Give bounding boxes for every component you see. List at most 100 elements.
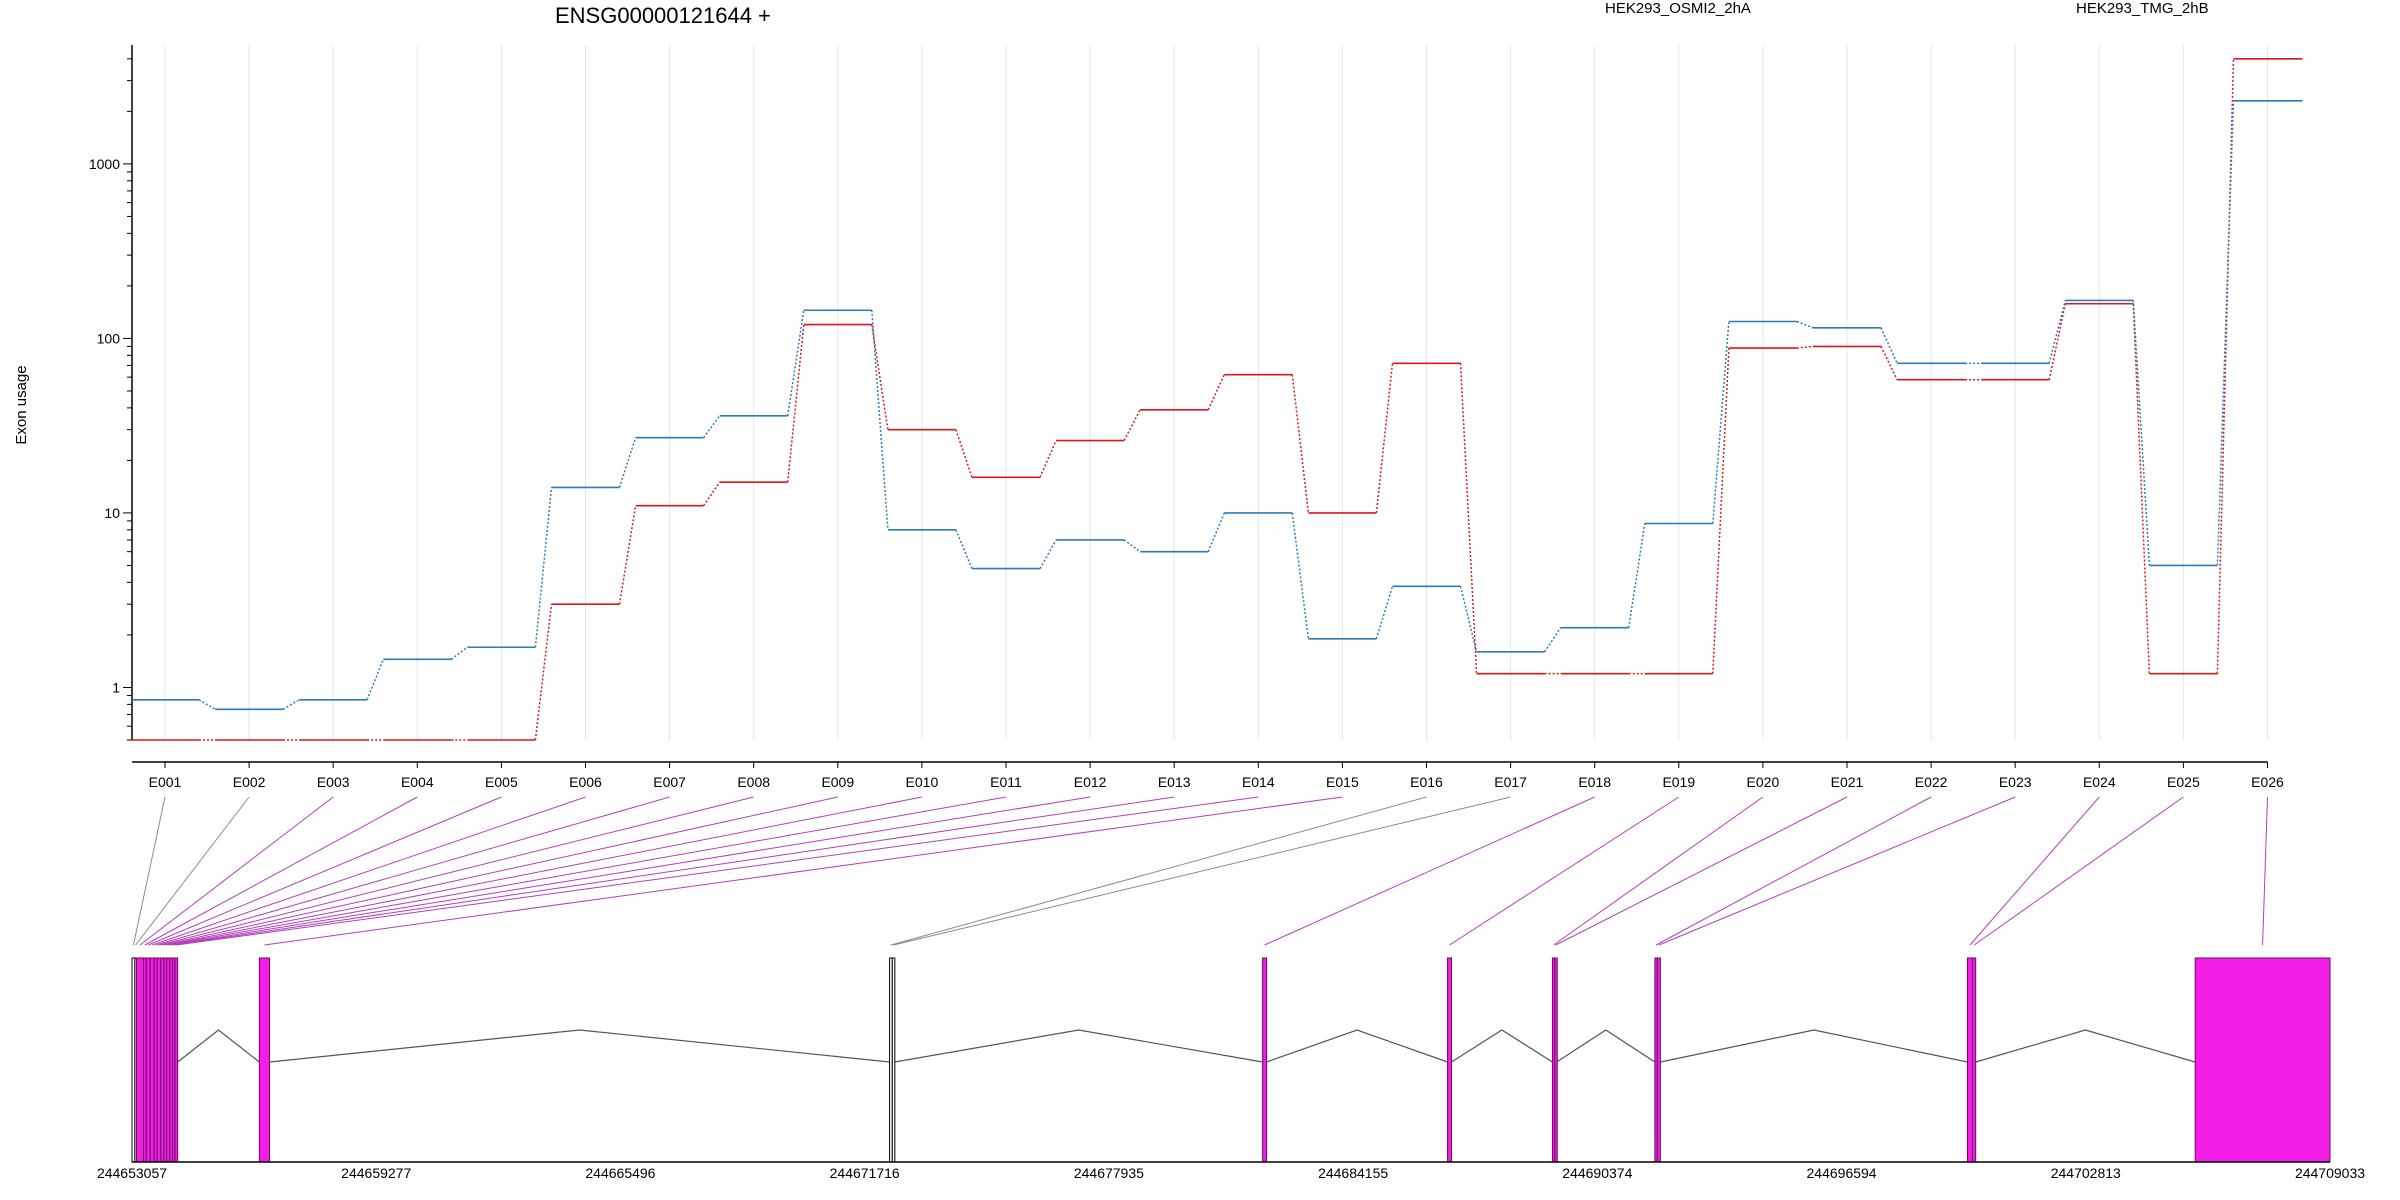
intron-line (1266, 1029, 1448, 1063)
series-connector (2132, 303, 2151, 674)
coord-tick-label: 244677935 (1074, 1165, 1144, 1181)
exon-link (139, 796, 334, 946)
exon-link (1973, 796, 2184, 946)
series-connector (2048, 300, 2067, 364)
exon-block (1966, 957, 1974, 1163)
series-connector (702, 481, 721, 507)
exon-link (176, 796, 1259, 946)
series-1 (132, 58, 2303, 741)
y-tick-label: 100 (97, 330, 121, 346)
series-connector (366, 659, 384, 701)
series-connector (786, 310, 805, 416)
coord-tick-label: 244702813 (2051, 1165, 2121, 1181)
coord-tick-label: 244696594 (1807, 1165, 1877, 1181)
intron-line (269, 1029, 890, 1063)
series-connector (2048, 303, 2067, 380)
series-connector (955, 529, 973, 569)
series-connector (1375, 586, 1394, 640)
x-tick-label: E003 (317, 774, 350, 790)
gene-model (131, 957, 2331, 1163)
exon-link (2262, 796, 2268, 946)
y-tick-label: 1 (112, 679, 120, 695)
x-tick-label: E023 (1999, 774, 2032, 790)
exon-link (173, 796, 1175, 946)
exon-link (151, 796, 586, 946)
y-axis-label: Exon usage (13, 365, 30, 444)
series-connector (702, 415, 721, 439)
series-connector (1712, 348, 1730, 674)
grid-lines (164, 45, 2268, 740)
exon-link (162, 796, 838, 946)
exon-block (1554, 957, 1558, 1163)
exon-links (132, 796, 2268, 946)
series-connector (1207, 374, 1225, 411)
series-2 (132, 99, 2303, 711)
x-tick-label: E008 (737, 774, 770, 790)
series-connector (1880, 327, 1898, 364)
x-tick-label: E011 (990, 774, 1022, 790)
exon-link (135, 796, 250, 946)
exon-link (171, 796, 1091, 946)
exon-block (258, 957, 271, 1163)
exon-link (155, 796, 670, 946)
series-connector (534, 604, 553, 741)
exon-block (2194, 957, 2331, 1163)
coord-tick-label: 244690374 (1562, 1165, 1632, 1181)
exon-link (1264, 796, 1595, 946)
x-tick-label: E019 (1662, 774, 1695, 790)
exon-block (1972, 957, 1977, 1163)
exon-link (1969, 796, 2100, 946)
series-connector (618, 505, 637, 605)
series-connector (1039, 440, 1057, 478)
series-connector (1375, 363, 1394, 514)
x-tick-label: E009 (821, 774, 854, 790)
x-tick-label: E015 (1326, 774, 1359, 790)
series-connector (618, 437, 637, 488)
exon-block (149, 957, 155, 1163)
exon-link (168, 796, 1007, 946)
intron-line (1660, 1029, 1968, 1063)
series-connector (871, 310, 889, 530)
series-connector (1796, 345, 1814, 349)
series-connector (1123, 409, 1141, 441)
coord-tick-label: 244665496 (585, 1165, 655, 1181)
exon-block (156, 957, 162, 1163)
exon-link (1658, 796, 2016, 946)
x-tick-label: E020 (1747, 774, 1780, 790)
coord-tick-label: 244709033 (2295, 1165, 2365, 1181)
intron-line (1556, 1029, 1656, 1063)
series-connector (1459, 363, 1478, 674)
series-connector (2216, 58, 2235, 674)
series-connector (1207, 512, 1225, 552)
chart-title: ENSG00000121644 + (555, 3, 771, 28)
series-connector (1291, 374, 1310, 514)
legend-series-2: HEK293_TMG_2hB (2076, 0, 2209, 17)
coord-tick-label: 244684155 (1318, 1165, 1388, 1181)
x-tick-label: E024 (2083, 774, 2116, 790)
series-connector (1459, 586, 1478, 653)
series-connector (955, 429, 973, 478)
series-connector (198, 699, 216, 710)
exon-link (264, 796, 1343, 946)
genomic-coordinate-axis: 244653057 244659277 244665496 244671716 2446… (97, 1161, 2365, 1181)
x-tick-label: E026 (2251, 774, 2284, 790)
series-connector (1039, 539, 1057, 569)
exon-link (1655, 796, 1932, 946)
intron-line (894, 1029, 1263, 1063)
exon-link (1555, 796, 1848, 946)
exon-link (1449, 796, 1680, 946)
exon-block (174, 957, 179, 1163)
intron-line (1975, 1029, 2196, 1063)
exon-block (1447, 957, 1452, 1163)
x-tick-label: E021 (1831, 774, 1864, 790)
exon-link (890, 796, 1427, 946)
x-tick-label: E004 (401, 774, 434, 790)
series-connector (534, 487, 553, 648)
x-tick-label: E007 (653, 774, 686, 790)
exon-link (893, 796, 1511, 946)
x-tick-label: E022 (1915, 774, 1948, 790)
exon-link (148, 796, 502, 946)
series-connector (1712, 321, 1730, 524)
intron-line (1451, 1029, 1553, 1063)
